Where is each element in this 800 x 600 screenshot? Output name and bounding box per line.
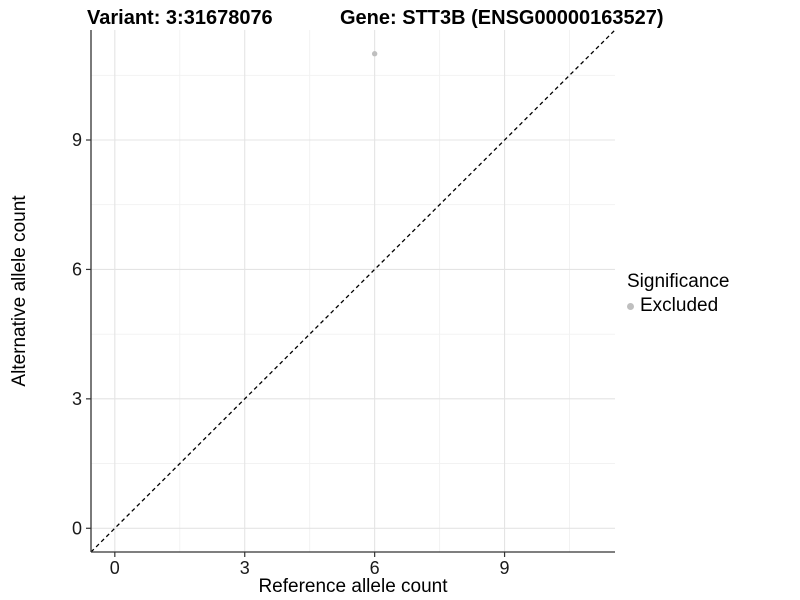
- x-tick-label: 3: [240, 558, 250, 578]
- x-tick-label: 9: [500, 558, 510, 578]
- y-tick-label: 6: [72, 259, 82, 279]
- gene-title: Gene: STT3B (ENSG00000163527): [340, 7, 664, 29]
- minor-gridlines: [91, 30, 615, 552]
- legend-title: Significance: [627, 271, 730, 292]
- tick-marks: [86, 139, 506, 557]
- x-tick-label: 6: [370, 558, 380, 578]
- y-tick-label: 0: [72, 518, 82, 538]
- tick-labels: 0 3 6 9 0 3 6 9: [72, 130, 510, 578]
- data-point: [371, 51, 378, 57]
- x-tick-label: 0: [110, 558, 120, 578]
- y-axis-title: Alternative allele count: [9, 195, 30, 387]
- major-gridlines: [91, 30, 615, 552]
- y-tick-label: 9: [72, 130, 82, 150]
- axis-lines: [90, 30, 615, 553]
- legend-point-icon: [627, 302, 634, 310]
- legend: Significance Excluded: [627, 271, 729, 317]
- identity-line-group: [90, 29, 616, 553]
- legend-item-label: Excluded: [640, 295, 719, 316]
- data-points: [371, 51, 378, 57]
- x-axis-title: Reference allele count: [258, 576, 448, 597]
- legend-item-excluded: Excluded: [627, 295, 729, 317]
- variant-title: Variant: 3:31678076: [87, 7, 273, 29]
- identity-line: [90, 29, 616, 553]
- y-tick-label: 3: [72, 389, 82, 409]
